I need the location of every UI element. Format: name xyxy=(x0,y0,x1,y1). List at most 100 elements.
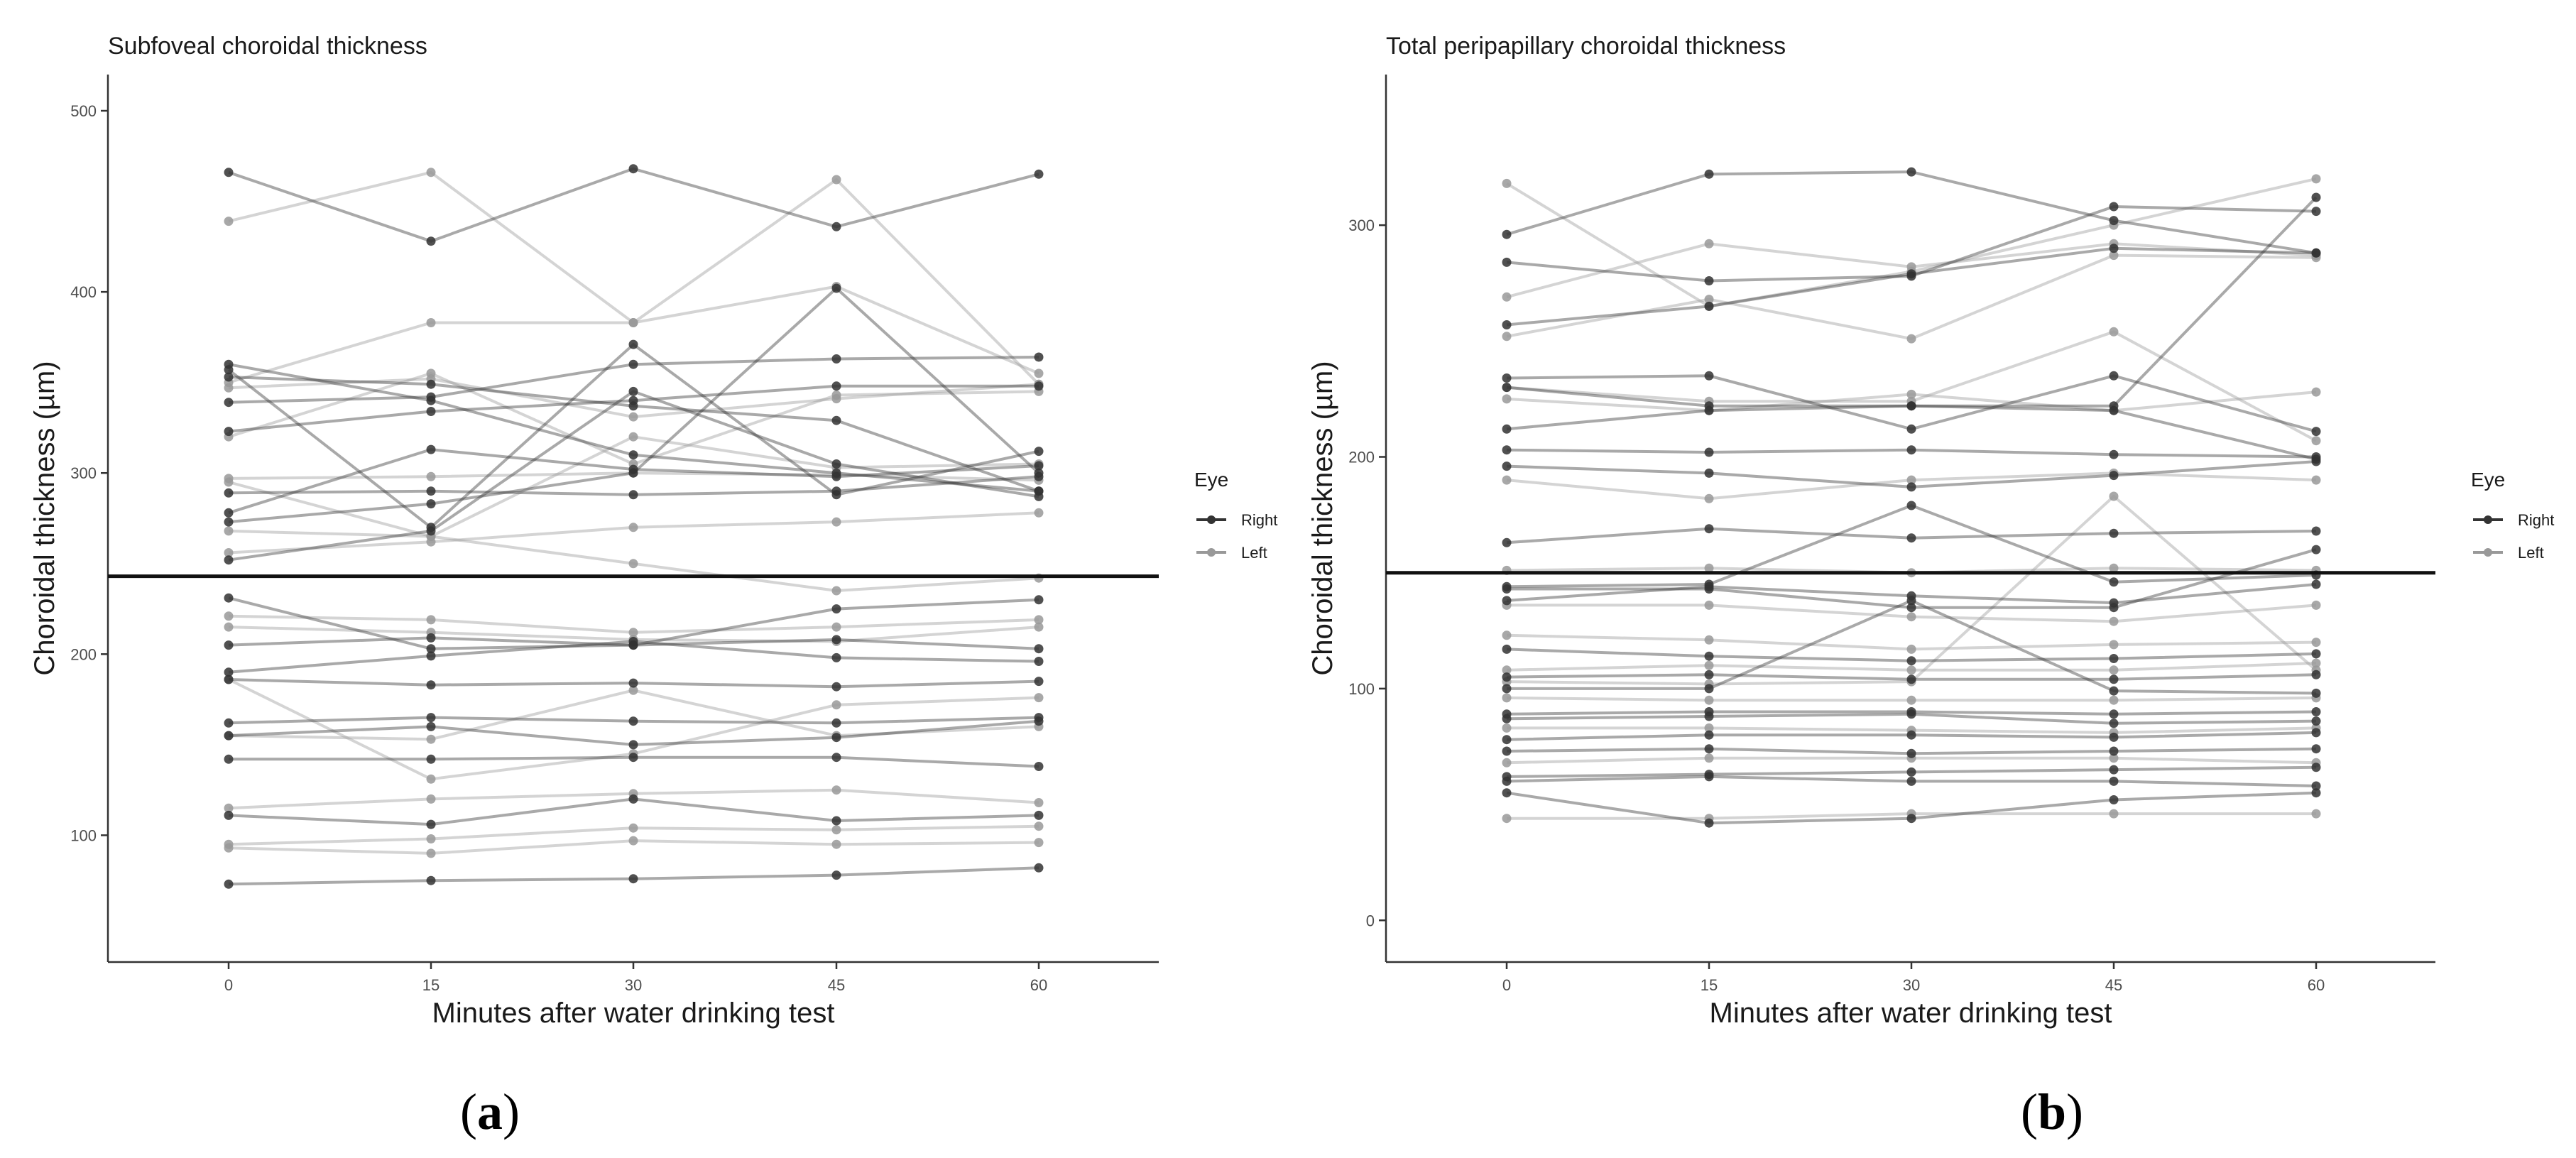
data-point xyxy=(426,644,436,654)
data-point xyxy=(1906,695,1916,705)
series-right-eye-1 xyxy=(224,164,1044,246)
series-left-eye-27 xyxy=(224,685,1044,744)
series-right-eye-19 xyxy=(1502,579,2321,608)
data-point xyxy=(224,372,234,382)
series-right-eye-7 xyxy=(1502,371,2321,437)
data-point xyxy=(2109,746,2119,756)
data-point xyxy=(2311,457,2321,466)
x-tick-label: 30 xyxy=(1903,976,1920,994)
data-point xyxy=(426,471,436,481)
series-line xyxy=(228,170,1040,386)
data-point xyxy=(1034,644,1044,654)
x-tick-label: 60 xyxy=(2308,976,2325,994)
data-point xyxy=(224,667,234,677)
data-point xyxy=(2311,526,2321,536)
data-point xyxy=(426,754,436,764)
data-point xyxy=(2311,207,2321,217)
data-point xyxy=(628,637,638,646)
series-line xyxy=(228,167,1039,243)
series-right-eye-13 xyxy=(1502,457,2321,492)
data-point xyxy=(2311,788,2321,798)
data-point xyxy=(1502,394,1512,404)
data-point xyxy=(2109,251,2119,261)
data-point xyxy=(1906,730,1916,740)
data-point xyxy=(1704,772,1714,782)
data-point xyxy=(1502,758,1512,768)
data-point xyxy=(628,432,638,442)
data-point xyxy=(1906,612,1916,622)
data-point xyxy=(1906,334,1916,344)
panel-b-series xyxy=(1502,167,2321,828)
data-point xyxy=(1906,656,1916,666)
data-point xyxy=(224,508,234,518)
data-point xyxy=(1034,863,1044,873)
data-point xyxy=(831,635,841,645)
data-point xyxy=(1034,468,1044,478)
data-point xyxy=(1502,584,1512,594)
data-point xyxy=(1906,269,1916,279)
panel-a-series xyxy=(224,164,1044,889)
data-point xyxy=(1906,445,1916,455)
data-point xyxy=(224,674,234,684)
data-point xyxy=(831,700,841,710)
data-point xyxy=(1502,723,1512,733)
data-point xyxy=(1502,475,1512,485)
data-point xyxy=(1034,352,1044,362)
series-right-eye-35 xyxy=(1502,772,2321,791)
data-point xyxy=(628,836,638,846)
data-point xyxy=(224,803,234,813)
data-point xyxy=(2109,598,2119,608)
data-point xyxy=(628,678,638,688)
data-point xyxy=(224,427,234,437)
panel-a-legend: Eye Right Left xyxy=(1194,469,1277,562)
data-point xyxy=(831,733,841,743)
panel-a-label-open: ( xyxy=(460,1083,477,1140)
data-point xyxy=(831,354,841,364)
data-point xyxy=(831,471,841,481)
data-point xyxy=(426,236,436,246)
data-point xyxy=(1704,405,1714,415)
data-point xyxy=(1034,491,1044,501)
data-point xyxy=(1704,371,1714,381)
series-right-eye-11 xyxy=(224,471,1044,500)
x-tick-label: 15 xyxy=(422,976,440,994)
data-point xyxy=(1034,821,1044,831)
data-point xyxy=(224,217,234,226)
data-point xyxy=(426,526,436,536)
data-point xyxy=(426,486,436,496)
data-point xyxy=(2109,665,2119,675)
data-point xyxy=(224,622,234,632)
data-point xyxy=(224,477,234,487)
series-left-eye-32 xyxy=(224,821,1044,849)
panel-a-y-axis-title: Choroidal thickness (µm) xyxy=(29,361,60,675)
series-right-eye-15 xyxy=(1502,524,2321,547)
series-right-eye-17 xyxy=(224,386,1044,565)
data-point xyxy=(1034,508,1044,518)
series-line xyxy=(1506,246,2317,327)
data-point xyxy=(628,412,638,422)
series-right-eye-26 xyxy=(224,713,1044,728)
data-point xyxy=(2109,202,2119,212)
series-right-eye-24 xyxy=(224,674,1044,692)
panel-a-legend-left-swatch-point xyxy=(1207,548,1216,557)
data-point xyxy=(1704,295,1714,305)
data-point xyxy=(2311,688,2321,698)
data-point xyxy=(628,753,638,763)
data-point xyxy=(2311,248,2321,258)
data-point xyxy=(426,680,436,690)
data-point xyxy=(426,794,436,804)
data-point xyxy=(2311,728,2321,738)
data-point xyxy=(2109,491,2119,501)
series-right-eye-2 xyxy=(1502,167,2321,258)
data-point xyxy=(1906,475,1916,485)
data-point xyxy=(2109,795,2119,804)
data-point xyxy=(2311,716,2321,726)
panel-b-legend-left-swatch-point xyxy=(2484,548,2492,557)
series-right-eye-36 xyxy=(1502,788,2321,828)
data-point xyxy=(831,825,841,835)
data-point xyxy=(831,839,841,849)
series-right-eye-22 xyxy=(1502,644,2321,666)
series-left-eye-6 xyxy=(1502,251,2321,344)
data-point xyxy=(1704,581,1714,591)
data-point xyxy=(1034,447,1044,457)
